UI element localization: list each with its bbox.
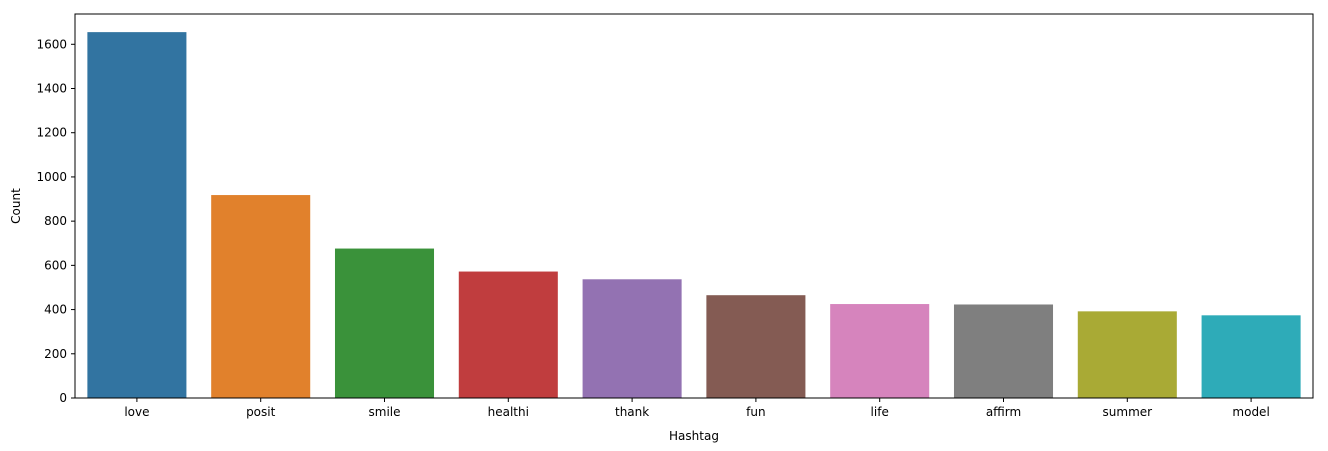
bar-smile — [334, 248, 435, 398]
x-tick-label: smile — [369, 405, 401, 419]
plot-frame — [74, 13, 1314, 399]
y-tick-label: 200 — [44, 347, 67, 361]
y-tick-label: 1600 — [36, 37, 67, 51]
y-tick-label: 600 — [44, 258, 67, 272]
bar-life — [830, 304, 930, 398]
x-tick-label: thank — [615, 405, 649, 419]
y-tick-label: 1400 — [36, 82, 67, 96]
bar-summer — [1077, 311, 1177, 398]
bar-model — [1201, 315, 1301, 398]
bar-affirm — [953, 304, 1054, 398]
bar-love — [87, 32, 187, 398]
bar-thank — [582, 279, 682, 398]
y-tick-label: 0 — [59, 391, 67, 405]
y-axis-label: Count — [9, 188, 23, 224]
x-tick-label: healthi — [488, 405, 529, 419]
x-tick-label: fun — [746, 405, 765, 419]
x-tick-label: model — [1232, 405, 1269, 419]
bar-posit — [211, 195, 311, 398]
x-axis-label: Hashtag — [669, 429, 719, 443]
y-tick-label: 1200 — [36, 126, 67, 140]
x-tick-label: summer — [1103, 405, 1153, 419]
x-tick-label: life — [871, 405, 889, 419]
y-tick-label: 400 — [44, 303, 67, 317]
bar-fun — [706, 295, 806, 398]
bars — [87, 32, 1301, 398]
x-tick-label: posit — [246, 405, 276, 419]
y-tick-label: 1000 — [36, 170, 67, 184]
x-tick-label: affirm — [986, 405, 1021, 419]
x-tick-label: love — [124, 405, 149, 419]
y-tick-label: 800 — [44, 214, 67, 228]
bar-healthi — [458, 271, 558, 398]
x-axis-ticks: love posit smile healthi thank fun life affirm s… — [124, 398, 1270, 419]
y-axis-ticks: 0 200 400 600 800 1000 1200 1400 1600 — [36, 37, 75, 405]
